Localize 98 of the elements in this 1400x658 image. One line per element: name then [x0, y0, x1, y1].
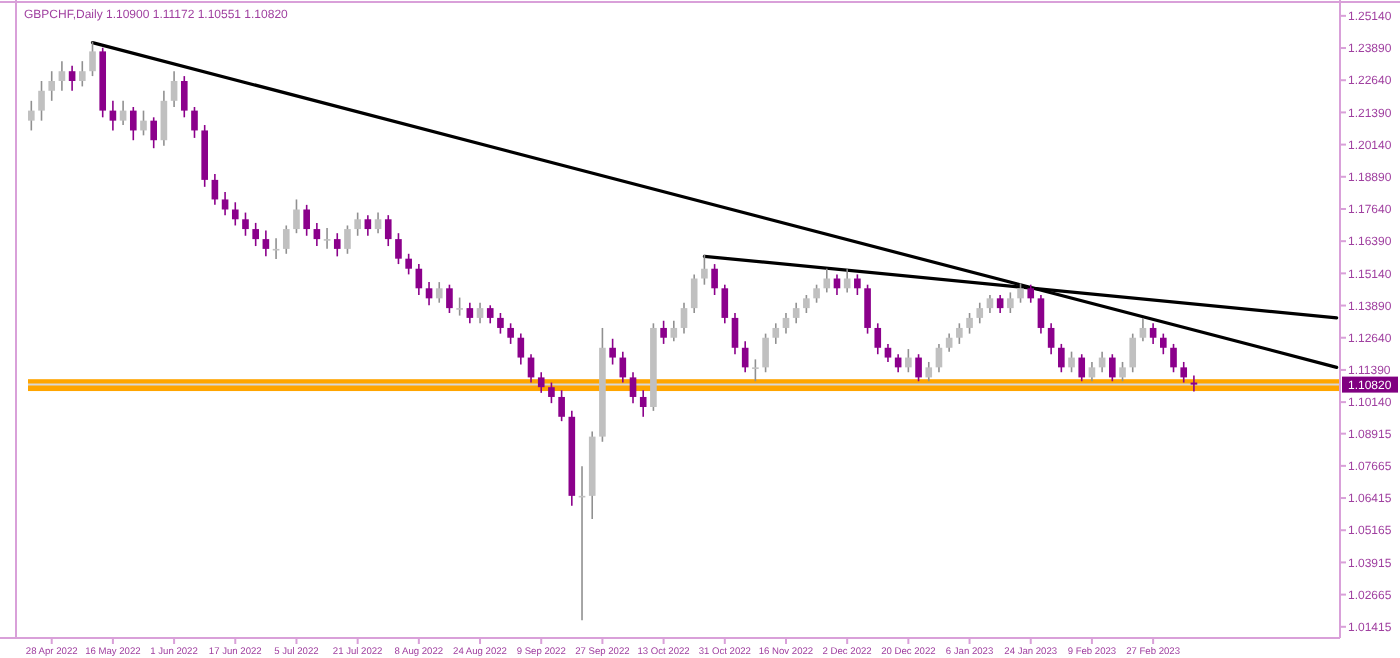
candlestick	[476, 301, 484, 325]
candlestick	[1047, 322, 1055, 356]
candlestick	[1170, 343, 1177, 374]
candlestick	[486, 304, 494, 325]
candlestick	[252, 222, 259, 247]
candlestick	[558, 389, 565, 422]
candlestick	[1078, 353, 1086, 383]
candlestick	[507, 322, 514, 345]
candlestick	[293, 198, 300, 234]
candlestick	[1129, 332, 1137, 374]
candlestick	[354, 211, 361, 237]
candlestick	[170, 70, 178, 108]
candlestick	[344, 224, 351, 255]
candlestick	[303, 204, 310, 237]
candlestick	[435, 281, 443, 304]
candlestick	[28, 100, 35, 132]
candlestick	[119, 100, 127, 126]
candlestick	[89, 40, 96, 77]
candlestick	[986, 294, 994, 314]
candlestick	[1027, 283, 1035, 304]
candlestick	[792, 301, 800, 325]
candlestick	[629, 371, 637, 404]
candlestick	[38, 80, 45, 122]
candlestick	[497, 312, 504, 335]
candlestick	[517, 332, 525, 366]
candlestick	[690, 273, 698, 314]
candlestick	[966, 312, 973, 335]
candlestick	[782, 312, 790, 335]
candlestick	[680, 301, 688, 335]
candlestick	[803, 294, 810, 314]
candlestick	[1119, 361, 1126, 383]
candlestick	[1007, 291, 1014, 314]
candlestick	[1180, 361, 1188, 384]
candlestick	[639, 389, 647, 418]
candlestick	[231, 201, 239, 227]
candlestick	[323, 227, 331, 250]
candlestick	[456, 296, 463, 317]
candlestick	[1058, 343, 1065, 374]
candlestick	[1149, 322, 1157, 345]
candlestick	[180, 75, 188, 119]
candlestick	[925, 361, 933, 383]
candlestick	[721, 283, 729, 325]
candlestick	[221, 191, 229, 216]
candlestick	[150, 116, 158, 150]
candlestick	[109, 100, 117, 132]
candlestick	[945, 332, 953, 353]
candlestick	[864, 283, 871, 335]
candlestick	[191, 106, 198, 139]
candlestick	[140, 109, 147, 137]
candlestick	[262, 229, 270, 258]
candlestick	[374, 211, 382, 234]
candlestick	[1037, 294, 1045, 335]
candlestick	[752, 358, 759, 383]
candlestick	[242, 211, 249, 237]
candlestick	[1088, 361, 1096, 383]
candlestick	[619, 350, 627, 384]
candlestick	[48, 70, 56, 102]
candlestick	[813, 283, 820, 304]
candlestick	[282, 224, 290, 255]
candlestick	[405, 252, 412, 276]
candlestick	[670, 319, 678, 343]
candlestick	[1160, 332, 1167, 356]
candlestick	[884, 343, 892, 363]
candlestick	[1139, 317, 1147, 343]
candlestick	[701, 254, 708, 286]
candlestick	[731, 312, 739, 356]
candlestick	[956, 322, 963, 345]
candlestick	[384, 214, 392, 247]
candlestick	[874, 322, 882, 356]
candlestick	[78, 60, 86, 88]
candlestick	[446, 283, 453, 314]
candlestick	[160, 89, 168, 147]
candlestick	[915, 353, 922, 383]
candlestick	[364, 214, 372, 237]
candlestick	[976, 301, 984, 325]
candlestick	[129, 106, 137, 142]
candlestick	[466, 301, 474, 325]
candlestick	[772, 322, 780, 345]
candlestick	[313, 222, 321, 247]
candlestick	[1109, 353, 1116, 383]
candlestick	[537, 371, 545, 394]
candlestick	[548, 381, 555, 404]
candlestick	[741, 340, 749, 374]
candlestick	[1068, 350, 1075, 374]
candlestick	[58, 60, 66, 92]
candlestick	[823, 267, 831, 294]
candlestick	[333, 232, 341, 258]
candlestick	[425, 281, 433, 307]
candlestick	[711, 263, 718, 296]
candlestick	[609, 337, 616, 366]
candlestick	[1017, 282, 1024, 304]
candlestick	[905, 348, 912, 374]
candlestick	[854, 273, 861, 296]
candlestick	[762, 332, 769, 374]
candlestick	[660, 319, 667, 345]
candlestick	[996, 294, 1004, 314]
candlestick	[68, 65, 76, 92]
candlestick	[395, 232, 402, 265]
